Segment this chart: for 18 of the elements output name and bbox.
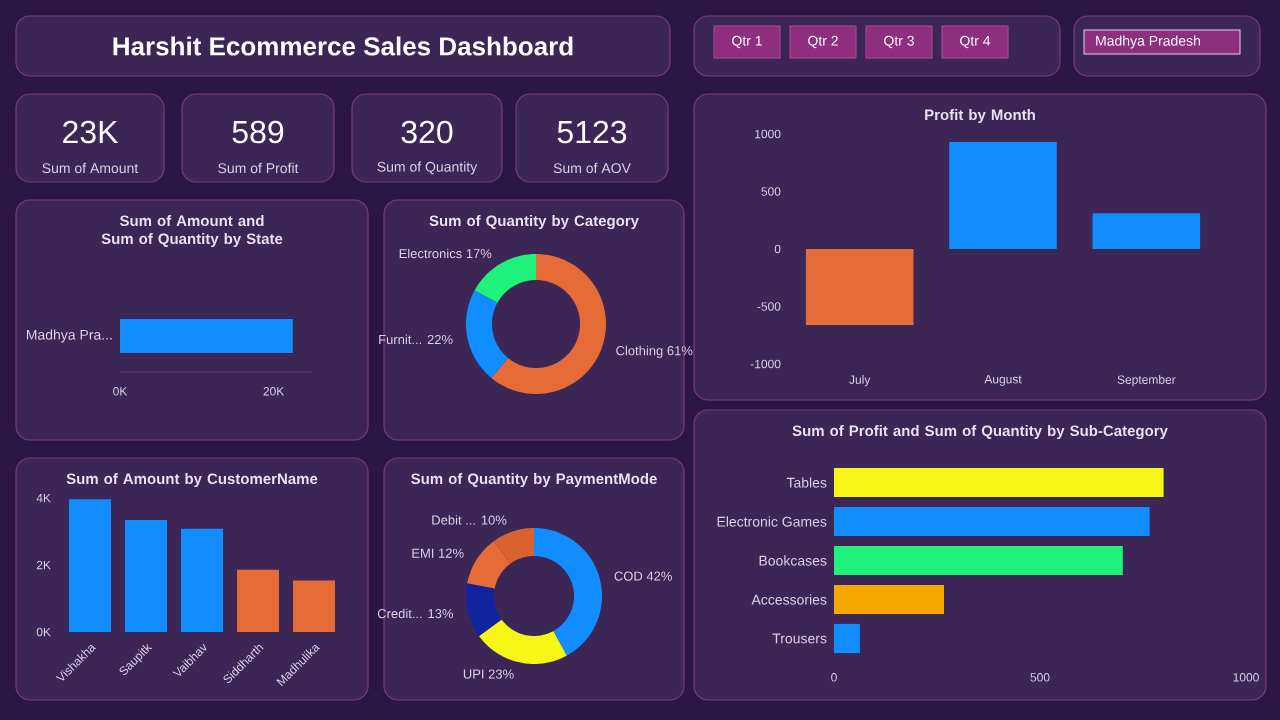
bar [293, 580, 335, 632]
bar [181, 528, 223, 632]
bar [834, 584, 945, 615]
bar [834, 545, 1123, 576]
bar [834, 467, 1164, 498]
bar [805, 249, 914, 325]
text: Harshit Ecommerce Sales Dashboard [113, 36, 573, 56]
bar [834, 506, 1150, 537]
text: 5123 [557, 120, 627, 144]
text: 23K [63, 120, 119, 144]
bar [1092, 213, 1201, 249]
text: 320 [401, 120, 453, 144]
text: 589 [232, 120, 284, 144]
bar [237, 569, 280, 632]
bar [949, 142, 1057, 249]
bar [125, 520, 167, 632]
bar [834, 623, 860, 654]
bar [69, 499, 112, 632]
